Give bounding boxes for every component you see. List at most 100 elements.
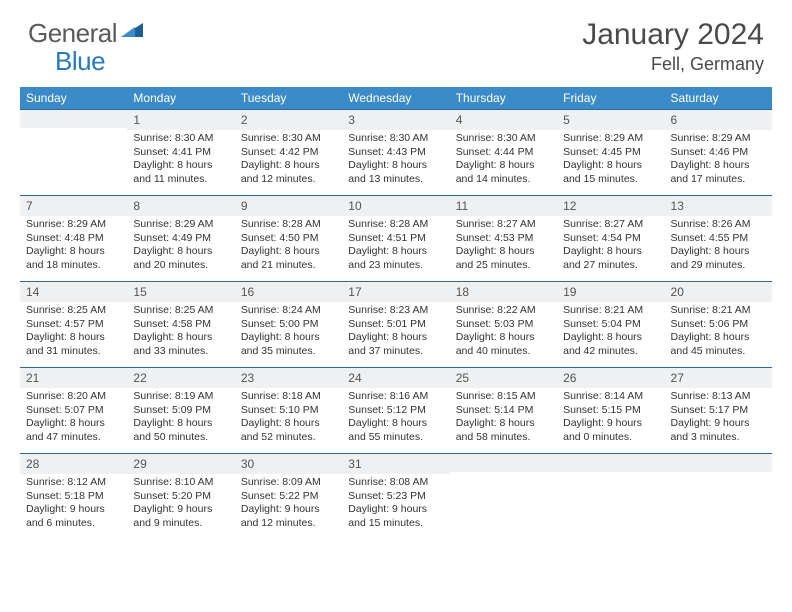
sunrise-text: Sunrise: 8:23 AM	[348, 304, 443, 318]
day-cell: 7Sunrise: 8:29 AMSunset: 4:48 PMDaylight…	[20, 196, 127, 282]
day-details: Sunrise: 8:30 AMSunset: 4:43 PMDaylight:…	[342, 130, 449, 191]
sunrise-text: Sunrise: 8:26 AM	[671, 218, 766, 232]
day-number: 11	[450, 196, 557, 216]
sunset-text: Sunset: 4:53 PM	[456, 232, 551, 246]
daylight-text: Daylight: 8 hours and 40 minutes.	[456, 331, 551, 358]
sunrise-text: Sunrise: 8:30 AM	[241, 132, 336, 146]
sunset-text: Sunset: 4:54 PM	[563, 232, 658, 246]
day-number: 3	[342, 110, 449, 130]
daylight-text: Daylight: 8 hours and 58 minutes.	[456, 417, 551, 444]
daylight-text: Daylight: 9 hours and 12 minutes.	[241, 503, 336, 530]
daylight-text: Daylight: 8 hours and 21 minutes.	[241, 245, 336, 272]
dow-friday: Friday	[557, 87, 664, 110]
sunset-text: Sunset: 4:58 PM	[133, 318, 228, 332]
day-cell: 27Sunrise: 8:13 AMSunset: 5:17 PMDayligh…	[665, 368, 772, 454]
day-details: Sunrise: 8:15 AMSunset: 5:14 PMDaylight:…	[450, 388, 557, 449]
sunset-text: Sunset: 4:43 PM	[348, 146, 443, 160]
sunset-text: Sunset: 5:17 PM	[671, 404, 766, 418]
sunset-text: Sunset: 5:04 PM	[563, 318, 658, 332]
day-cell: 30 Sunrise: 8:09 AMSunset: 5:22 PMDayligh…	[235, 454, 342, 540]
daylight-text: Daylight: 8 hours and 14 minutes.	[456, 159, 551, 186]
day-details: Sunrise: 8:23 AMSunset: 5:01 PMDaylight:…	[342, 302, 449, 363]
day-details: Sunrise: 8:13 AMSunset: 5:17 PMDaylight:…	[665, 388, 772, 449]
sunrise-text: Sunrise: 8:28 AM	[348, 218, 443, 232]
sunrise-text: Sunrise: 8:29 AM	[26, 218, 121, 232]
sunrise-text: Sunrise: 8:16 AM	[348, 390, 443, 404]
day-cell: 4Sunrise: 8:30 AMSunset: 4:44 PMDaylight…	[450, 110, 557, 196]
sunrise-text: Sunrise: 8:29 AM	[133, 218, 228, 232]
sunrise-text: Sunrise: 8:12 AM	[26, 476, 121, 490]
dow-row: Sunday Monday Tuesday Wednesday Thursday…	[20, 87, 772, 110]
day-number: 30	[235, 454, 342, 474]
sunrise-text: Sunrise: 8:30 AM	[133, 132, 228, 146]
dow-tuesday: Tuesday	[235, 87, 342, 110]
day-cell: 11 Sunrise: 8:27 AMSunset: 4:53 PMDayligh…	[450, 196, 557, 282]
day-number: 13	[665, 196, 772, 216]
sunrise-text: Sunrise: 8:29 AM	[671, 132, 766, 146]
day-number: 23	[235, 368, 342, 388]
daylight-text: Daylight: 8 hours and 45 minutes.	[671, 331, 766, 358]
day-number	[450, 454, 557, 472]
sunset-text: Sunset: 5:23 PM	[348, 490, 443, 504]
day-number: 14	[20, 282, 127, 302]
sunset-text: Sunset: 4:55 PM	[671, 232, 766, 246]
dow-sunday: Sunday	[20, 87, 127, 110]
sunset-text: Sunset: 5:22 PM	[241, 490, 336, 504]
day-number: 7	[20, 196, 127, 216]
day-number: 31	[342, 454, 449, 474]
day-cell: 13Sunrise: 8:26 AMSunset: 4:55 PMDayligh…	[665, 196, 772, 282]
day-number: 9	[235, 196, 342, 216]
daylight-text: Daylight: 8 hours and 13 minutes.	[348, 159, 443, 186]
day-details: Sunrise: 8:18 AMSunset: 5:10 PMDaylight:…	[235, 388, 342, 449]
daylight-text: Daylight: 9 hours and 6 minutes.	[26, 503, 121, 530]
sunrise-text: Sunrise: 8:25 AM	[26, 304, 121, 318]
day-number: 8	[127, 196, 234, 216]
day-cell	[665, 454, 772, 540]
day-cell: 21Sunrise: 8:20 AMSunset: 5:07 PMDayligh…	[20, 368, 127, 454]
day-number: 19	[557, 282, 664, 302]
sunrise-text: Sunrise: 8:19 AM	[133, 390, 228, 404]
day-cell: 15Sunrise: 8:25 AMSunset: 4:58 PMDayligh…	[127, 282, 234, 368]
sunrise-text: Sunrise: 8:21 AM	[563, 304, 658, 318]
sunset-text: Sunset: 4:48 PM	[26, 232, 121, 246]
daylight-text: Daylight: 8 hours and 25 minutes.	[456, 245, 551, 272]
sunset-text: Sunset: 5:18 PM	[26, 490, 121, 504]
sunrise-text: Sunrise: 8:09 AM	[241, 476, 336, 490]
daylight-text: Daylight: 8 hours and 23 minutes.	[348, 245, 443, 272]
day-cell: 6Sunrise: 8:29 AMSunset: 4:46 PMDaylight…	[665, 110, 772, 196]
day-cell: 26Sunrise: 8:14 AMSunset: 5:15 PMDayligh…	[557, 368, 664, 454]
day-details: Sunrise: 8:14 AMSunset: 5:15 PMDaylight:…	[557, 388, 664, 449]
day-details: Sunrise: 8:24 AMSunset: 5:00 PMDaylight:…	[235, 302, 342, 363]
day-cell: 16Sunrise: 8:24 AMSunset: 5:00 PMDayligh…	[235, 282, 342, 368]
daylight-text: Daylight: 8 hours and 31 minutes.	[26, 331, 121, 358]
sunrise-text: Sunrise: 8:27 AM	[456, 218, 551, 232]
sunset-text: Sunset: 5:01 PM	[348, 318, 443, 332]
day-cell: 24Sunrise: 8:16 AMSunset: 5:12 PMDayligh…	[342, 368, 449, 454]
day-cell: 20Sunrise: 8:21 AMSunset: 5:06 PMDayligh…	[665, 282, 772, 368]
day-number	[20, 110, 127, 128]
day-cell	[20, 110, 127, 196]
day-cell: 1Sunrise: 8:30 AMSunset: 4:41 PMDaylight…	[127, 110, 234, 196]
day-cell: 23Sunrise: 8:18 AMSunset: 5:10 PMDayligh…	[235, 368, 342, 454]
day-number: 21	[20, 368, 127, 388]
sunset-text: Sunset: 4:50 PM	[241, 232, 336, 246]
day-details: Sunrise: 8:16 AMSunset: 5:12 PMDaylight:…	[342, 388, 449, 449]
sunrise-text: Sunrise: 8:30 AM	[456, 132, 551, 146]
dow-saturday: Saturday	[665, 87, 772, 110]
day-number: 27	[665, 368, 772, 388]
dow-thursday: Thursday	[450, 87, 557, 110]
day-number: 12	[557, 196, 664, 216]
day-details: Sunrise: 8:30 AMSunset: 4:44 PMDaylight:…	[450, 130, 557, 191]
sunset-text: Sunset: 5:15 PM	[563, 404, 658, 418]
logo-mark-icon	[121, 19, 143, 44]
day-details: Sunrise: 8:19 AMSunset: 5:09 PMDaylight:…	[127, 388, 234, 449]
sunset-text: Sunset: 5:03 PM	[456, 318, 551, 332]
day-cell: 5Sunrise: 8:29 AMSunset: 4:45 PMDaylight…	[557, 110, 664, 196]
day-number: 6	[665, 110, 772, 130]
sunrise-text: Sunrise: 8:14 AM	[563, 390, 658, 404]
day-details: Sunrise: 8:12 AMSunset: 5:18 PMDaylight:…	[20, 474, 127, 535]
daylight-text: Daylight: 8 hours and 27 minutes.	[563, 245, 658, 272]
day-number: 18	[450, 282, 557, 302]
dow-monday: Monday	[127, 87, 234, 110]
logo: General	[28, 18, 145, 49]
